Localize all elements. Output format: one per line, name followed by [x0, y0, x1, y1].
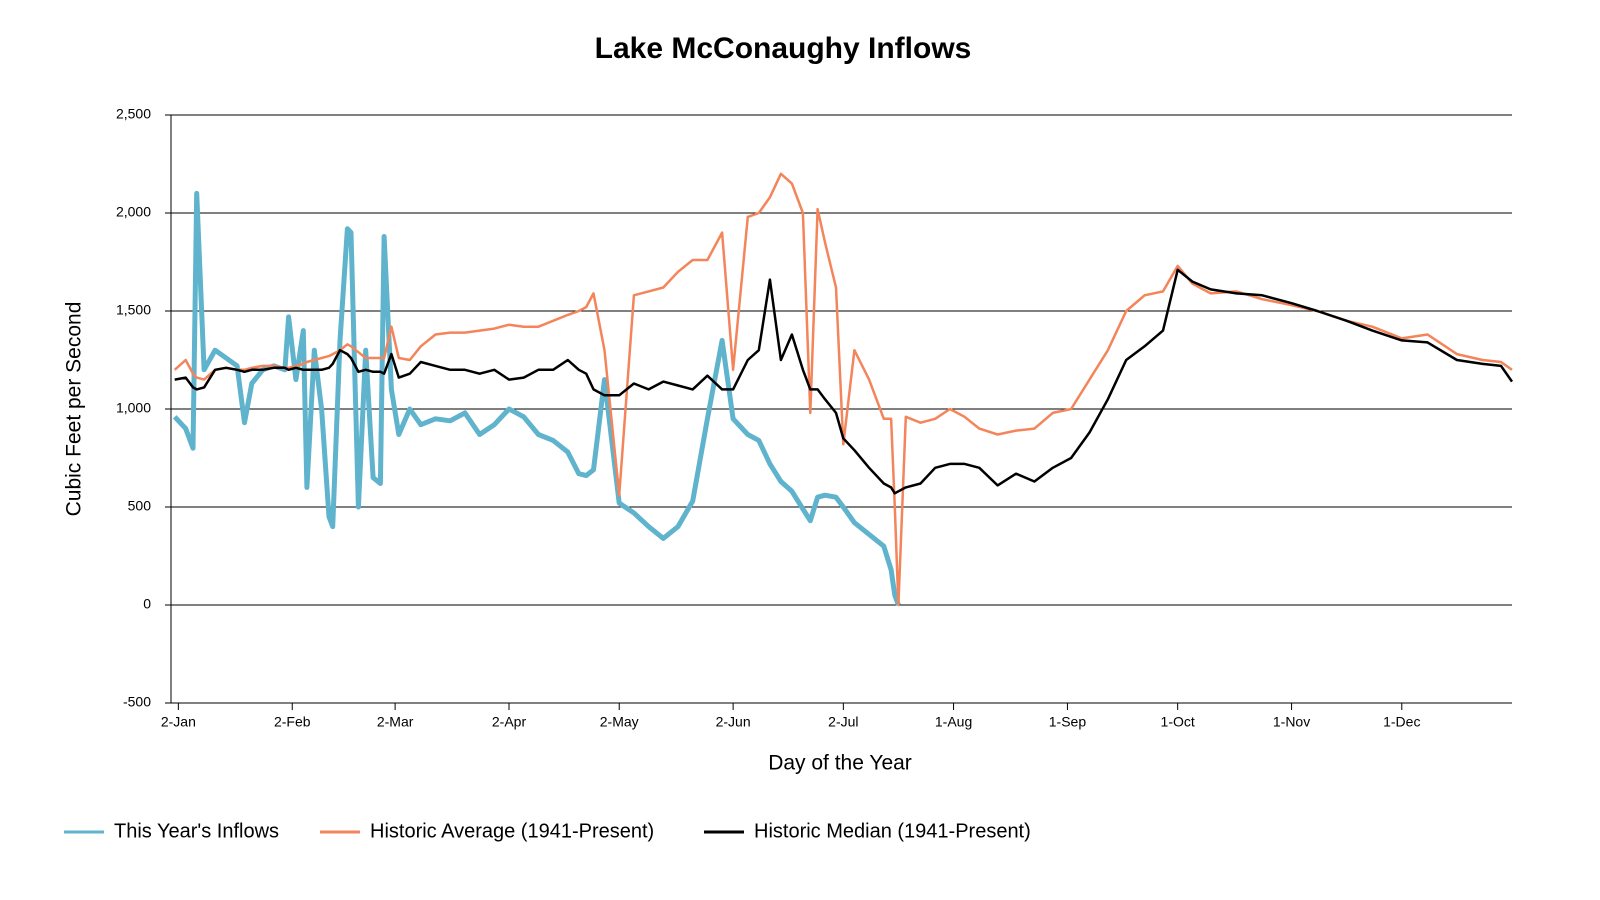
series-line	[173, 172, 1513, 607]
y-tick-label: 2,000	[116, 204, 151, 220]
x-tick-label: 1-Aug	[935, 714, 972, 730]
legend-label: This Year's Inflows	[114, 820, 279, 842]
x-tick-label: 2-Jun	[716, 714, 751, 730]
y-tick-label: -500	[123, 694, 151, 710]
x-tick-label: 2-Jan	[161, 714, 196, 730]
series-line	[174, 268, 1514, 495]
legend-label: Historic Average (1941-Present)	[370, 820, 654, 842]
y-tick-label: 2,500	[116, 106, 151, 122]
x-tick-label: 2-May	[600, 714, 639, 730]
x-axis-label: Day of the Year	[768, 752, 912, 775]
series-line	[172, 190, 901, 606]
y-tick-label: 0	[143, 596, 151, 612]
x-tick-label: 2-Jul	[828, 714, 858, 730]
x-tick-label: 1-Sep	[1049, 714, 1087, 730]
y-tick-label: 1,500	[116, 302, 151, 318]
x-tick-label: 1-Nov	[1273, 714, 1310, 730]
x-tick-label: 1-Oct	[1161, 714, 1195, 730]
x-tick-label: 2-Feb	[274, 714, 311, 730]
legend-label: Historic Median (1941-Present)	[754, 820, 1031, 842]
y-tick-label: 500	[128, 498, 152, 514]
chart-title: Lake McConaughy Inflows	[595, 32, 972, 65]
x-tick-label: 2-Mar	[377, 714, 414, 730]
x-tick-label: 1-Dec	[1383, 714, 1420, 730]
x-tick-label: 2-Apr	[492, 714, 527, 730]
y-tick-label: 1,000	[116, 400, 151, 416]
y-axis-label: Cubic Feet per Second	[63, 302, 86, 517]
